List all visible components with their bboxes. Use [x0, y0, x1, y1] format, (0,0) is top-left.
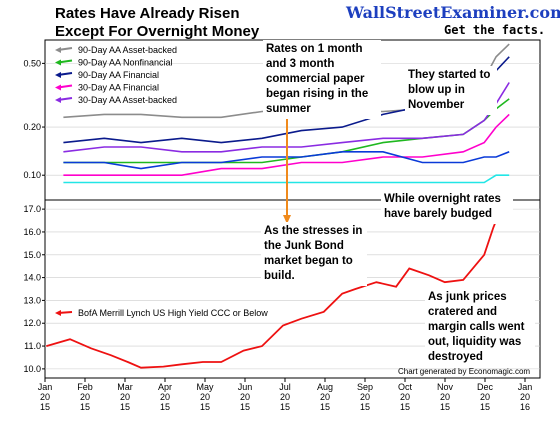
annotation-blow-up-line: November	[408, 99, 465, 111]
x-tick-label: Apr	[158, 382, 172, 392]
legend-label: 30-Day AA Asset-backed	[78, 95, 177, 105]
annotation-overnight-line: have barely budged	[384, 208, 492, 220]
x-tick-year: 15	[120, 402, 130, 412]
x-tick-label: Dec	[477, 382, 494, 392]
x-tick-year: 15	[280, 402, 290, 412]
series-line-junk-yield	[46, 204, 504, 369]
x-tick-year: 20	[160, 392, 170, 402]
x-tick-year: 15	[240, 402, 250, 412]
annotation-junk-crater-line: destroyed	[428, 351, 483, 363]
legend-swatch-arrow	[55, 47, 61, 53]
x-tick-label: Feb	[77, 382, 93, 392]
annotation-junk-crater-line: out, liquidity was	[428, 336, 521, 348]
annotation-junk-stress-line: As the stresses in	[264, 225, 362, 237]
legend-swatch-arrow	[55, 84, 61, 91]
annotation-blow-up-line: They started to	[408, 69, 490, 81]
legend-swatch-arrow	[55, 59, 61, 66]
x-tick-year: 15	[160, 402, 170, 412]
annotation-commercial-paper-line: began rising in the	[266, 88, 368, 100]
annotation-junk-crater-line: As junk prices	[428, 291, 507, 303]
x-tick-year: 15	[200, 402, 210, 412]
legend-label: 90-Day AA Financial	[78, 70, 159, 80]
x-tick-year: 20	[120, 392, 130, 402]
legend-label: BofA Merrill Lynch US High Yield CCC or …	[78, 308, 268, 318]
legend-swatch-arrow	[55, 97, 61, 103]
series-line-federal-funds	[63, 151, 510, 170]
x-tick-year: 15	[80, 402, 90, 412]
series-line-overnight-aa-financial	[63, 174, 510, 184]
x-tick-label: Oct	[398, 382, 413, 392]
annotation-junk-stress-line: build.	[264, 270, 295, 282]
annotation-background	[263, 40, 381, 119]
x-tick-year: 20	[80, 392, 90, 402]
annotation-blow-up-line: blow up in	[408, 84, 465, 96]
x-tick-year: 15	[440, 402, 450, 412]
annotation-background	[405, 66, 497, 115]
annotation-background	[381, 190, 513, 224]
chart-credit: Chart generated by Economagic.com	[398, 367, 530, 376]
lower-y-tick-label: 16.0	[23, 227, 41, 237]
chart-title-line-2: Except For Overnight Money	[55, 23, 260, 40]
upper-y-tick-label: 0.20	[23, 122, 41, 132]
x-tick-year: 15	[400, 402, 410, 412]
annotation-arrowhead-down	[283, 215, 291, 224]
x-tick-year: 20	[520, 392, 530, 402]
lower-y-tick-label: 11.0	[24, 341, 41, 351]
x-tick-year: 20	[480, 392, 490, 402]
annotation-commercial-paper-line: Rates on 1 month	[266, 43, 362, 55]
annotation-commercial-paper-line: summer	[266, 103, 311, 115]
x-tick-label: Aug	[317, 382, 333, 392]
upper-y-tick-label: 0.10	[23, 170, 41, 180]
annotation-junk-crater-line: margin calls went	[428, 321, 525, 333]
x-tick-year: 16	[520, 402, 530, 412]
legend-label: 90-Day AA Asset-backed	[78, 45, 177, 55]
lower-y-tick-label: 10.0	[23, 364, 41, 374]
x-tick-label: Jul	[279, 382, 291, 392]
lower-y-tick-label: 17.0	[23, 204, 41, 214]
x-tick-year: 15	[40, 402, 50, 412]
x-tick-year: 20	[280, 392, 290, 402]
x-tick-year: 15	[320, 402, 330, 412]
x-tick-label: Sep	[357, 382, 373, 392]
series-line-30-day-aa-financial	[63, 113, 510, 176]
x-tick-year: 20	[200, 392, 210, 402]
annotation-background	[261, 222, 367, 286]
x-tick-year: 20	[400, 392, 410, 402]
legend-label: 30-Day AA Financial	[78, 83, 159, 93]
lower-y-tick-label: 14.0	[23, 273, 41, 283]
x-tick-year: 20	[320, 392, 330, 402]
x-tick-label: Mar	[117, 382, 133, 392]
x-tick-label: Nov	[437, 382, 454, 392]
annotation-junk-crater-line: cratered and	[428, 306, 497, 318]
x-tick-year: 20	[240, 392, 250, 402]
annotation-junk-stress-line: market began to	[264, 255, 353, 267]
annotation-overnight-line: While overnight rates	[384, 193, 501, 205]
annotation-commercial-paper-line: and 3 month	[266, 58, 334, 70]
brand-tagline: Get the facts.	[444, 23, 545, 37]
x-tick-year: 20	[40, 392, 50, 402]
legend-swatch-arrow	[55, 310, 61, 316]
x-tick-year: 15	[360, 402, 370, 412]
x-tick-year: 20	[440, 392, 450, 402]
x-tick-year: 15	[480, 402, 490, 412]
x-tick-label: Jan	[38, 382, 53, 392]
legend-label: 90-Day AA Nonfinancial	[78, 58, 173, 68]
lower-y-tick-label: 13.0	[23, 295, 41, 305]
chart-title-line-1: Rates Have Already Risen	[55, 5, 240, 22]
annotation-background	[425, 288, 535, 367]
lower-y-tick-label: 15.0	[23, 250, 41, 260]
x-tick-label: Jun	[238, 382, 253, 392]
annotation-commercial-paper-line: commercial paper	[266, 73, 365, 85]
annotation-junk-stress-line: the Junk Bond	[264, 240, 344, 252]
x-tick-label: Jan	[518, 382, 533, 392]
x-tick-year: 20	[360, 392, 370, 402]
brand-logo: WallStreetExaminer.com	[345, 3, 560, 22]
series-line-30-day-aa-asset-backed	[63, 82, 510, 153]
lower-y-tick-label: 12.0	[23, 318, 41, 328]
legend-swatch-arrow	[55, 72, 61, 78]
x-tick-label: May	[196, 382, 214, 392]
upper-y-tick-label: 0.50	[23, 58, 41, 68]
